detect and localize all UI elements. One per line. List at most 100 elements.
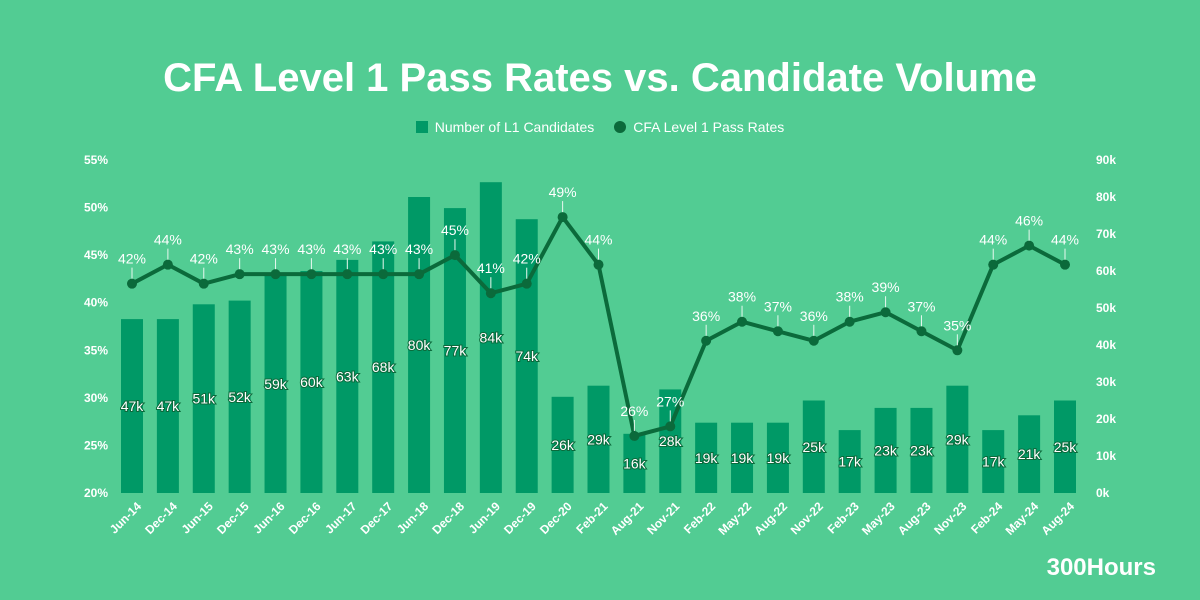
pass-rate-label: 37% xyxy=(907,298,935,314)
bar-value-label: 60k xyxy=(300,374,324,390)
pass-rate-point xyxy=(1024,240,1035,251)
bar xyxy=(264,274,287,493)
bar-value-label: 68k xyxy=(372,359,396,375)
pass-rate-label: 27% xyxy=(656,393,684,409)
bar-value-label: 63k xyxy=(336,368,360,384)
chart-title: CFA Level 1 Pass Rates vs. Candidate Vol… xyxy=(163,56,1037,100)
pass-rate-point xyxy=(844,316,855,327)
right-axis-tick: 40k xyxy=(1096,338,1116,352)
bar xyxy=(336,259,359,493)
bar-value-label: 17k xyxy=(982,454,1006,470)
right-axis-tick: 60k xyxy=(1096,264,1116,278)
pass-rate-point xyxy=(378,269,389,280)
bar-value-label: 21k xyxy=(1018,446,1042,462)
legend-swatch-bar xyxy=(415,121,428,133)
right-axis-tick: 70k xyxy=(1096,227,1116,241)
bar xyxy=(695,422,718,493)
right-axis-tick: 0k xyxy=(1096,486,1110,500)
pass-rate-point xyxy=(234,269,245,280)
pass-rate-point xyxy=(306,269,317,280)
bar xyxy=(982,430,1005,493)
left-axis-tick: 30% xyxy=(84,391,108,405)
bar-value-label: 28k xyxy=(659,433,683,449)
bar xyxy=(731,422,754,493)
pass-rate-label: 36% xyxy=(692,308,720,324)
bar-value-label: 29k xyxy=(946,431,970,447)
x-axis-tick: May-23 xyxy=(859,499,898,538)
pass-rate-label: 43% xyxy=(333,241,361,257)
pass-rate-label: 26% xyxy=(620,403,648,419)
pass-rate-point xyxy=(162,259,173,270)
x-axis-tick: Dec-14 xyxy=(142,499,180,537)
bar-value-label: 23k xyxy=(874,442,898,458)
pass-rate-label: 36% xyxy=(800,308,828,324)
x-axis-tick: Dec-17 xyxy=(358,499,396,537)
right-axis-tick: 50k xyxy=(1096,301,1116,315)
bar xyxy=(300,271,323,493)
legend-label: CFA Level 1 Pass Rates xyxy=(633,119,785,135)
bar xyxy=(228,300,251,493)
bar xyxy=(838,430,861,493)
x-axis-tick: Nov-23 xyxy=(931,499,969,537)
pass-rate-point xyxy=(701,335,712,346)
pass-rate-point xyxy=(880,307,891,318)
right-axis-tick: 10k xyxy=(1096,449,1116,463)
x-axis-tick: Aug-21 xyxy=(608,499,647,538)
pass-rate-point xyxy=(557,212,568,223)
pass-rate-point xyxy=(952,345,963,356)
pass-rate-label: 38% xyxy=(728,289,756,305)
bar-value-label: 51k xyxy=(192,391,216,407)
legend-item-candidates[interactable]: Number of L1 Candidates xyxy=(415,119,595,135)
pass-rate-label: 43% xyxy=(297,241,325,257)
pass-rate-point xyxy=(521,278,532,289)
pass-rate-label: 43% xyxy=(405,241,433,257)
x-axis-tick: Jun-18 xyxy=(394,499,431,536)
x-axis-tick: Dec-19 xyxy=(501,499,539,537)
pass-rate-label: 42% xyxy=(190,251,218,267)
bar xyxy=(910,407,933,493)
pass-rate-label: 42% xyxy=(118,251,146,267)
x-axis-tick: Feb-23 xyxy=(825,499,862,536)
bar-value-label: 19k xyxy=(731,450,755,466)
bar-value-label: 52k xyxy=(228,389,252,405)
pass-rate-point xyxy=(1060,259,1070,270)
x-axis-tick: Jun-15 xyxy=(179,499,216,536)
bar xyxy=(1018,415,1041,493)
bar xyxy=(443,208,466,493)
bar xyxy=(766,422,789,493)
bar-value-label: 25k xyxy=(803,439,827,455)
right-axis-tick: 80k xyxy=(1096,190,1116,204)
bar xyxy=(623,433,646,493)
legend: Number of L1 Candidates CFA Level 1 Pass… xyxy=(0,119,1200,135)
pass-rate-point xyxy=(485,288,496,299)
legend-label: Number of L1 Candidates xyxy=(434,119,595,135)
x-axis-tick: Nov-22 xyxy=(788,499,826,537)
x-axis-tick: Jun-19 xyxy=(466,499,503,536)
bar-value-label: 19k xyxy=(695,450,719,466)
left-axis-tick: 55% xyxy=(84,153,108,167)
x-axis-tick: Jun-16 xyxy=(250,499,287,536)
pass-rate-label: 49% xyxy=(549,184,577,200)
bar-value-label: 80k xyxy=(408,337,432,353)
pass-rate-label: 43% xyxy=(369,241,397,257)
bar xyxy=(946,385,969,493)
bar-value-label: 23k xyxy=(910,442,934,458)
legend-item-pass-rates[interactable]: CFA Level 1 Pass Rates xyxy=(614,119,784,135)
x-axis-tick: Feb-21 xyxy=(573,499,610,536)
pass-rate-point xyxy=(449,250,460,261)
pass-rate-label: 39% xyxy=(872,279,900,295)
x-axis-tick: Aug-22 xyxy=(751,499,790,538)
x-axis-tick: Dec-20 xyxy=(537,499,575,537)
pass-rate-point xyxy=(916,326,927,337)
x-axis-tick: May-24 xyxy=(1003,499,1042,538)
pass-rate-label: 44% xyxy=(584,232,612,248)
pass-rate-label: 44% xyxy=(154,232,182,248)
pass-rate-label: 41% xyxy=(477,260,505,276)
pass-rate-point xyxy=(198,278,209,289)
pass-rate-point xyxy=(737,316,748,327)
bar-value-label: 19k xyxy=(767,450,791,466)
bar-value-label: 59k xyxy=(264,376,288,392)
bar-value-label: 84k xyxy=(480,330,504,346)
bar xyxy=(551,396,574,493)
left-axis-tick: 25% xyxy=(84,438,108,452)
